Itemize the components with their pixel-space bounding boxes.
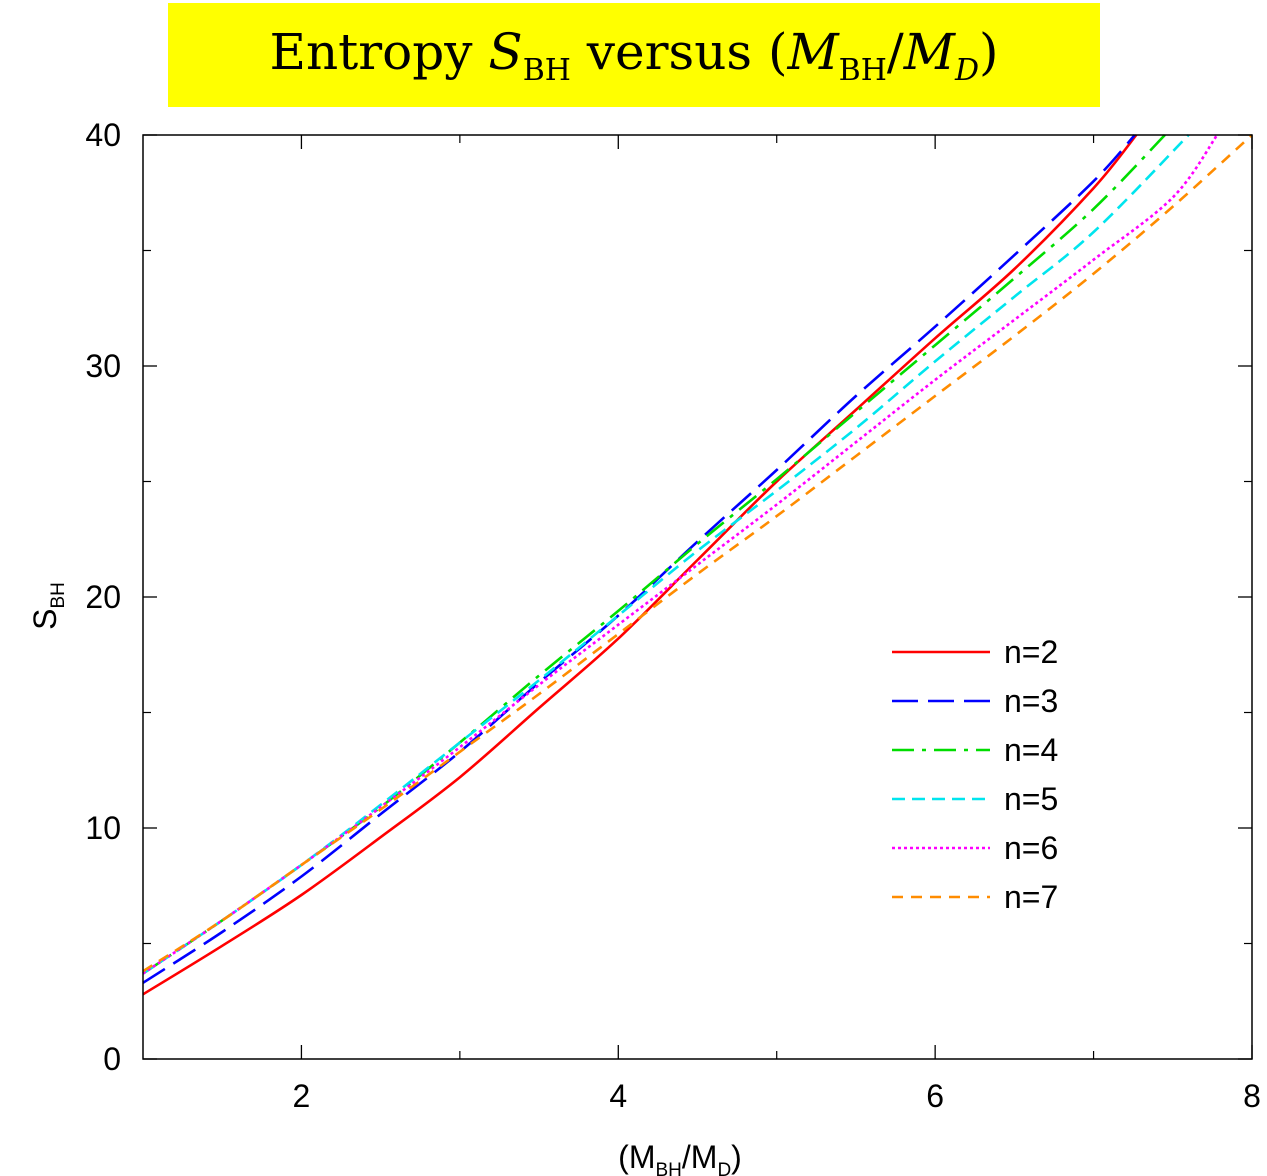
legend-label-n2: n=2 bbox=[1004, 634, 1058, 670]
title-md-subscript: D bbox=[955, 53, 979, 88]
series-line-n5 bbox=[142, 134, 1190, 975]
title-md-symbol: M bbox=[903, 22, 955, 81]
title-middle: versus ( bbox=[570, 22, 788, 81]
title-m-symbol: M bbox=[787, 22, 839, 81]
series-line-n2 bbox=[142, 134, 1138, 996]
legend-label-n4: n=4 bbox=[1004, 732, 1058, 768]
x-axis-label-slash: /M bbox=[682, 1139, 718, 1175]
y-axis-label: SBH bbox=[27, 582, 69, 630]
x-tick-label: 6 bbox=[926, 1078, 944, 1114]
y-tick-label: 20 bbox=[85, 579, 121, 615]
x-axis-label-sub2: D bbox=[717, 1160, 731, 1176]
series-line-n3 bbox=[142, 134, 1136, 984]
x-axis-label-sub1: BH bbox=[655, 1160, 681, 1176]
x-axis-label-close: ) bbox=[731, 1139, 742, 1175]
x-tick-label: 8 bbox=[1243, 1078, 1261, 1114]
x-axis-label-open: (M bbox=[618, 1139, 655, 1175]
y-tick-label: 40 bbox=[85, 117, 121, 153]
x-axis-label: (MBH/MD) bbox=[618, 1139, 742, 1176]
chart-title-box: Entropy SBH versus (MBH/MD) bbox=[168, 3, 1100, 107]
y-tick-label: 0 bbox=[103, 1041, 121, 1077]
legend-label-n6: n=6 bbox=[1004, 830, 1058, 866]
legend: n=2 n=3 n=4 n=5 n=6 n=7 bbox=[892, 634, 1058, 915]
title-slash: / bbox=[886, 22, 904, 81]
x-tick-label: 2 bbox=[293, 1078, 311, 1114]
y-tick-label: 30 bbox=[85, 348, 121, 384]
legend-label-n7: n=7 bbox=[1004, 879, 1058, 915]
title-prefix: Entropy bbox=[269, 22, 489, 81]
y-tick-label: 10 bbox=[85, 810, 121, 846]
title-md-subscript-letter: D bbox=[954, 52, 980, 88]
x-tick-label: 4 bbox=[609, 1078, 627, 1114]
chart-title: Entropy SBH versus (MBH/MD) bbox=[269, 23, 998, 88]
title-s-symbol: S bbox=[488, 22, 523, 81]
plot-frame bbox=[142, 134, 1253, 1060]
y-axis-label-sub: BH bbox=[48, 582, 69, 608]
title-suffix: ) bbox=[979, 22, 999, 81]
legend-label-n3: n=3 bbox=[1004, 683, 1058, 719]
title-m-subscript: BH bbox=[838, 52, 887, 88]
series-line-n7 bbox=[142, 134, 1253, 973]
ticks-layer: 2 4 6 8 0 10 20 30 40 bbox=[85, 117, 1260, 1114]
title-s-subscript: BH bbox=[522, 52, 571, 88]
series-line-n6 bbox=[142, 134, 1219, 975]
y-axis-label-main: S bbox=[27, 609, 63, 630]
series-layer bbox=[142, 134, 1253, 996]
legend-label-n5: n=5 bbox=[1004, 781, 1058, 817]
